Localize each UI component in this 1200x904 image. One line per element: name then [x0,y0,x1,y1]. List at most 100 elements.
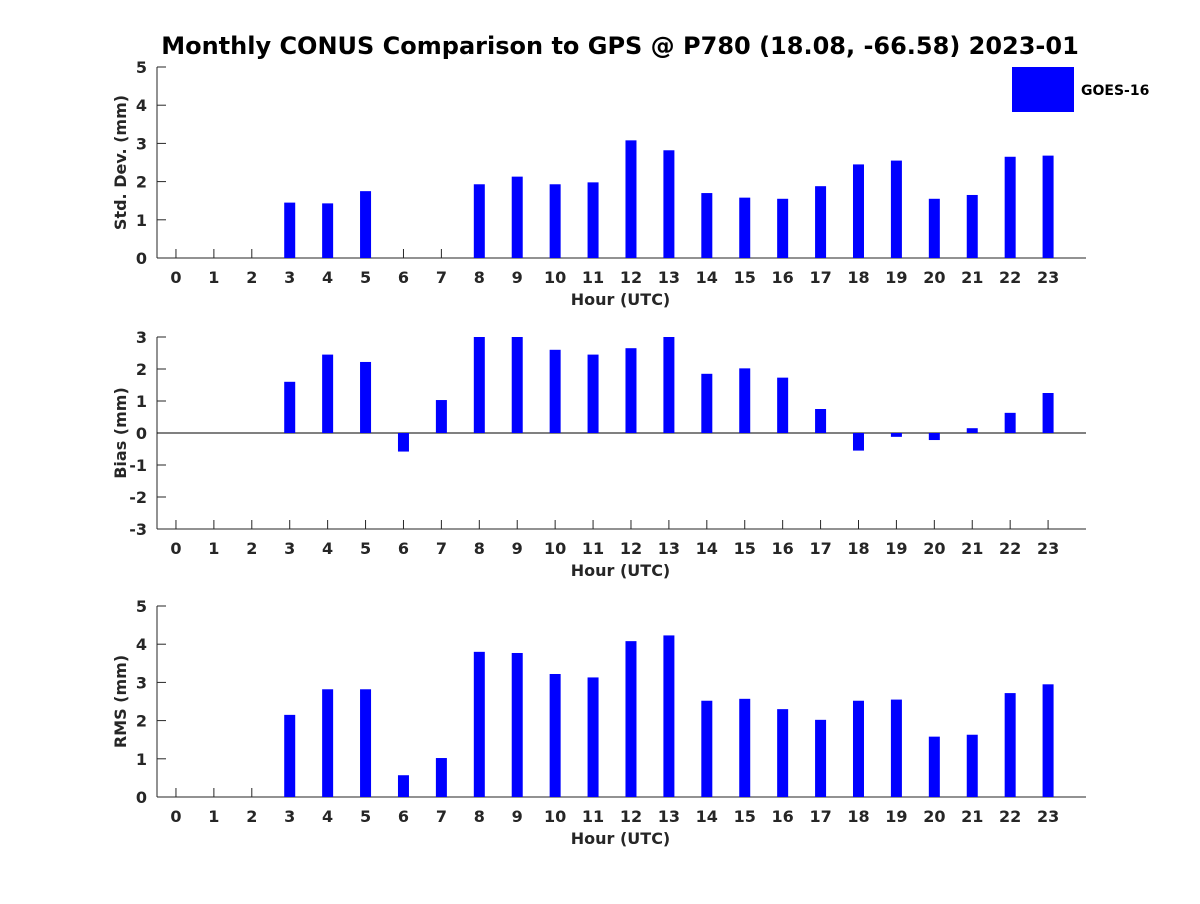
bar-hour-8 [473,184,485,258]
y-tick-label: 0 [136,788,147,807]
bar-hour-8 [473,337,485,433]
x-tick-label: 6 [398,807,409,826]
x-tick-label: 20 [923,807,945,826]
bar-hour-19 [890,160,902,258]
x-tick-label: 11 [582,539,604,558]
x-tick-label: 5 [360,539,371,558]
bar-hour-9 [511,176,523,258]
bar-hour-5 [360,689,372,797]
x-tick-label: 23 [1037,807,1059,826]
x-tick-label: 1 [208,539,219,558]
bar-hour-22 [1004,412,1016,433]
bar-hour-19 [890,433,902,437]
x-tick-label: 20 [923,268,945,287]
bar-hour-12 [625,641,637,797]
x-tick-label: 11 [582,268,604,287]
x-tick-label: 22 [999,268,1021,287]
x-tick-label: 14 [696,539,718,558]
bar-hour-18 [852,164,864,258]
x-tick-label: 21 [961,807,983,826]
x-tick-label: 2 [246,539,257,558]
x-tick-label: 15 [734,807,756,826]
bar-hour-4 [322,203,334,258]
x-tick-label: 13 [658,268,680,287]
bar-hour-6 [397,433,409,452]
bar-hour-11 [587,182,599,258]
bar-hour-11 [587,354,599,433]
y-tick-label: 2 [136,712,147,731]
bar-hour-16 [777,377,789,433]
x-tick-label: 21 [961,268,983,287]
x-tick-label: 1 [208,268,219,287]
x-tick-label: 5 [360,268,371,287]
bar-hour-21 [966,428,978,433]
bar-hour-16 [777,709,789,797]
bar-hour-4 [322,354,334,433]
bar-hour-17 [815,186,827,258]
bar-hour-3 [284,202,296,258]
x-tick-label: 21 [961,539,983,558]
x-tick-label: 19 [885,807,907,826]
bar-hour-22 [1004,693,1016,797]
x-tick-label: 23 [1037,268,1059,287]
bar-hour-21 [966,734,978,797]
x-tick-label: 11 [582,807,604,826]
legend: GOES-16 [1012,67,1149,112]
legend-swatch [1012,67,1074,112]
y-tick-label: -1 [129,456,147,475]
x-tick-label: 4 [322,807,333,826]
bar-hour-18 [852,433,864,451]
bar-hour-11 [587,677,599,797]
x-tick-label: 2 [246,807,257,826]
bar-hour-9 [511,652,523,797]
x-tick-label: 17 [809,539,831,558]
bar-hour-16 [777,198,789,258]
bar-hour-20 [928,433,940,441]
x-tick-label: 18 [847,807,869,826]
bar-hour-10 [549,673,561,797]
x-tick-label: 12 [620,539,642,558]
x-tick-label: 16 [772,539,794,558]
x-tick-label: 0 [170,807,181,826]
y-tick-label: 2 [136,173,147,192]
bar-hour-12 [625,140,637,258]
bar-hour-10 [549,184,561,258]
y-tick-label: 5 [136,58,147,77]
x-tick-label: 19 [885,268,907,287]
y-tick-label: 1 [136,392,147,411]
bar-hour-23 [1042,155,1054,258]
x-tick-label: 18 [847,268,869,287]
x-tick-label: 14 [696,268,718,287]
x-tick-label: 12 [620,268,642,287]
x-tick-label: 10 [544,539,566,558]
x-tick-label: 9 [512,268,523,287]
y-tick-label: 4 [136,96,147,115]
x-tick-label: 15 [734,539,756,558]
bar-hour-13 [663,337,675,433]
x-tick-label: 6 [398,539,409,558]
bar-hour-13 [663,150,675,258]
x-axis-label: Hour (UTC) [571,829,671,848]
x-tick-label: 2 [246,268,257,287]
y-tick-label: -2 [129,488,147,507]
bar-hour-15 [739,197,751,258]
x-axis-label: Hour (UTC) [571,561,671,580]
bar-hour-6 [397,775,409,797]
x-tick-label: 23 [1037,539,1059,558]
bar-hour-4 [322,689,334,797]
bar-hour-10 [549,349,561,433]
bar-hour-3 [284,381,296,433]
bar-hour-8 [473,651,485,797]
x-tick-label: 16 [772,268,794,287]
y-tick-label: 0 [136,249,147,268]
chart-title: Monthly CONUS Comparison to GPS @ P780 (… [161,32,1079,60]
bar-hour-7 [435,400,447,433]
bar-hour-20 [928,198,940,258]
x-tick-label: 17 [809,268,831,287]
bar-hour-3 [284,714,296,797]
y-tick-label: 3 [136,673,147,692]
